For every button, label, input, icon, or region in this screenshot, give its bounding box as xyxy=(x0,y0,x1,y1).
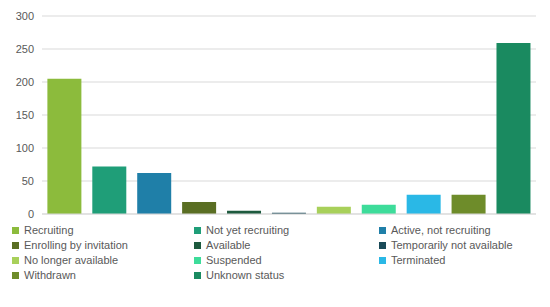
html-text:Enrolling by invitation: Enrolling by invitation xyxy=(24,239,128,251)
svg-text:0: 0 xyxy=(28,208,34,218)
html-text:Active, not recruiting: Active, not recruiting xyxy=(391,224,491,236)
html-text:Withdrawn: Withdrawn xyxy=(24,269,76,281)
html-text:Unknown status: Unknown status xyxy=(206,269,285,281)
html-text:Temporarily not available: Temporarily not available xyxy=(391,239,513,251)
svg-text:200: 200 xyxy=(16,76,34,88)
svg-text:150: 150 xyxy=(16,109,34,121)
html-text:Terminated: Terminated xyxy=(391,254,446,266)
html-text:Not yet recruiting: Not yet recruiting xyxy=(206,224,290,236)
svg-text:300: 300 xyxy=(16,10,34,22)
svg-text:250: 250 xyxy=(16,43,34,55)
svg-text:100: 100 xyxy=(16,142,34,154)
html-text:Available: Available xyxy=(206,239,251,251)
html-text:No longer available: No longer available xyxy=(24,254,119,266)
html-text:Suspended: Suspended xyxy=(206,254,262,266)
svg-text:50: 50 xyxy=(22,175,34,187)
html-text:Recruiting: Recruiting xyxy=(24,224,74,236)
